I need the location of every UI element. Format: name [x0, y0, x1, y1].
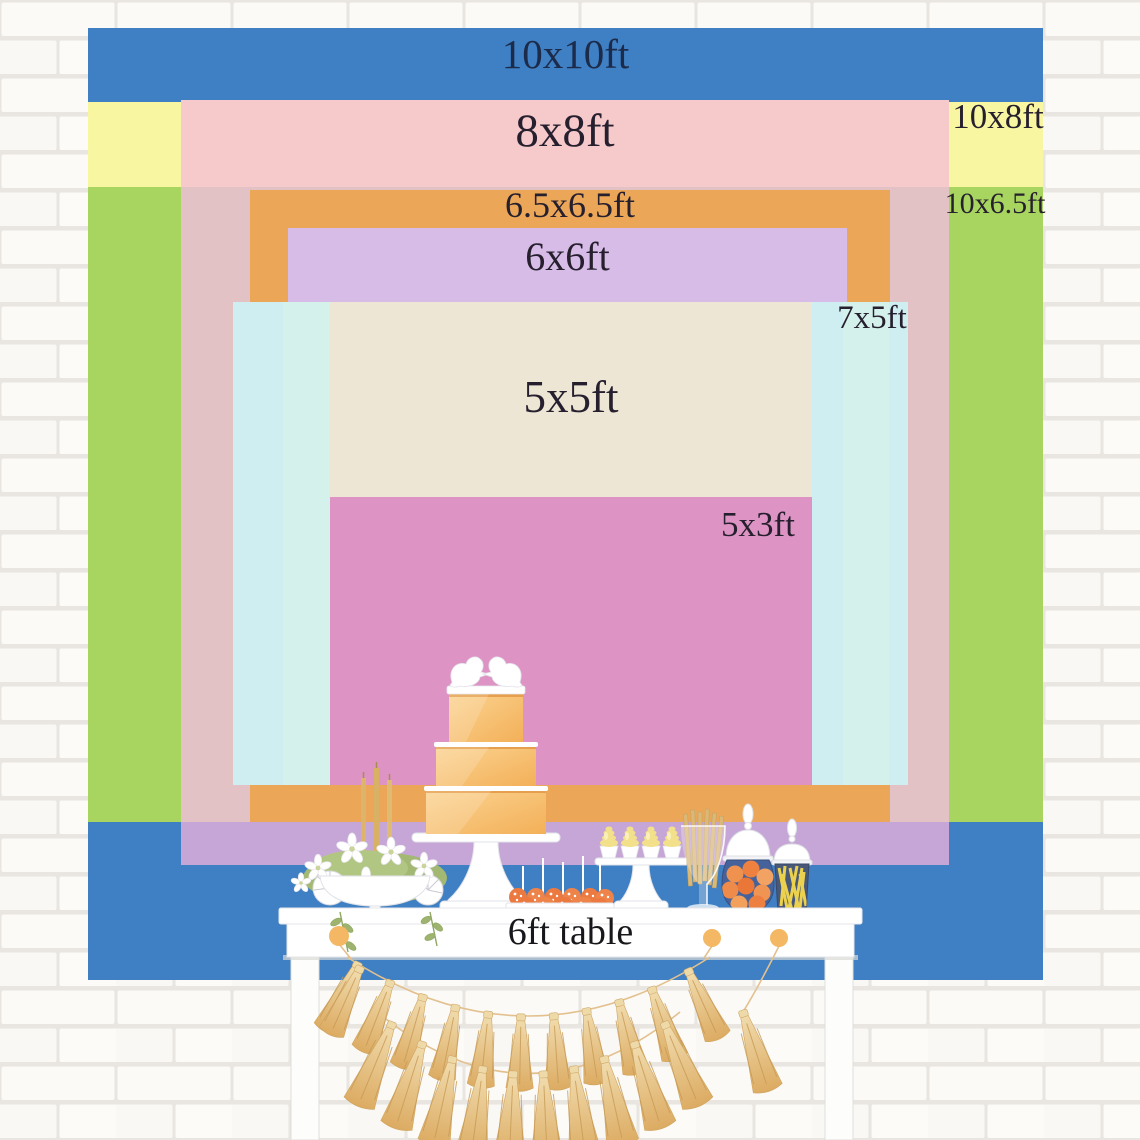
size-label-6.5x6.5ft: 6.5x6.5ft — [505, 185, 635, 225]
size-label-7x5ft: 7x5ft — [837, 300, 907, 336]
size-label-8x8ft: 8x8ft — [515, 105, 615, 157]
table-size-label: 6ft table — [507, 911, 634, 953]
size-label-10x10ft: 10x10ft — [501, 31, 630, 77]
size-label-10x8ft: 10x8ft — [952, 97, 1044, 136]
size-label-10x6.5ft: 10x6.5ft — [944, 187, 1046, 220]
backdrop-8x8-over-blue — [181, 822, 949, 865]
backdrop-8x8-over-yellow — [181, 100, 949, 187]
size-label-6x6ft: 6x6ft — [525, 234, 610, 279]
backdrop-5x3ft — [330, 497, 812, 785]
size-label-5x3ft: 5x3ft — [721, 505, 795, 544]
size-label-5x5ft: 5x5ft — [523, 372, 619, 422]
